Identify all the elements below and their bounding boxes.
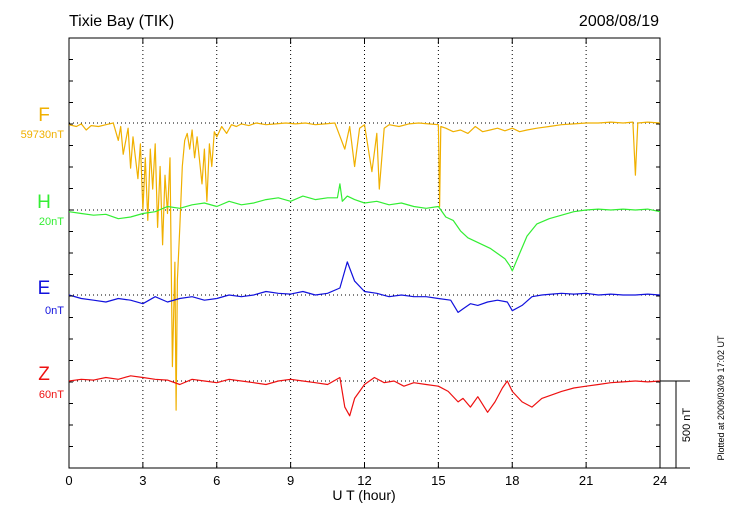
series-line-F (68, 121, 661, 411)
series-line-H (68, 183, 661, 272)
series-baseline-label-E: 0nT (45, 305, 64, 317)
series-baseline-label-Z: 60nT (39, 389, 64, 401)
series-line-E (68, 261, 661, 313)
trace-series (68, 121, 661, 417)
series-line-Z (68, 375, 661, 417)
series-name-F: F (38, 105, 50, 126)
chart-title: Tixie Bay (TIK) (69, 13, 174, 30)
x-tick-label-6: 6 (213, 473, 220, 488)
x-tick-label-3: 3 (139, 473, 146, 488)
scale-bar-label: 500 nT (681, 408, 693, 443)
chart-date: 2008/08/19 (579, 13, 659, 30)
series-baseline-label-F: 59730nT (21, 129, 65, 141)
x-axis-label: U T (hour) (332, 487, 395, 503)
series-name-E: E (38, 278, 51, 299)
trace-baselines (69, 122, 660, 382)
series-name-Z: Z (38, 364, 50, 385)
series-baseline-label-H: 20nT (39, 216, 64, 228)
x-tick-label-0: 0 (65, 473, 72, 488)
x-tick-label-24: 24 (653, 473, 667, 488)
x-tick-label-9: 9 (287, 473, 294, 488)
trace-labels: F 59730nT H 20nT E 0nT Z 60nT (21, 105, 65, 401)
x-tick-label-21: 21 (579, 473, 593, 488)
series-name-H: H (37, 192, 51, 213)
x-axis-ticks: 0 3 6 9 12 15 18 21 24 (65, 37, 667, 488)
x-tick-label-12: 12 (357, 473, 371, 488)
x-tick-label-18: 18 (505, 473, 519, 488)
x-tick-label-15: 15 (431, 473, 445, 488)
plot-frame (68, 37, 661, 469)
plot-footnote: Plotted at 2009/03/09 17:02 UT (716, 335, 726, 461)
